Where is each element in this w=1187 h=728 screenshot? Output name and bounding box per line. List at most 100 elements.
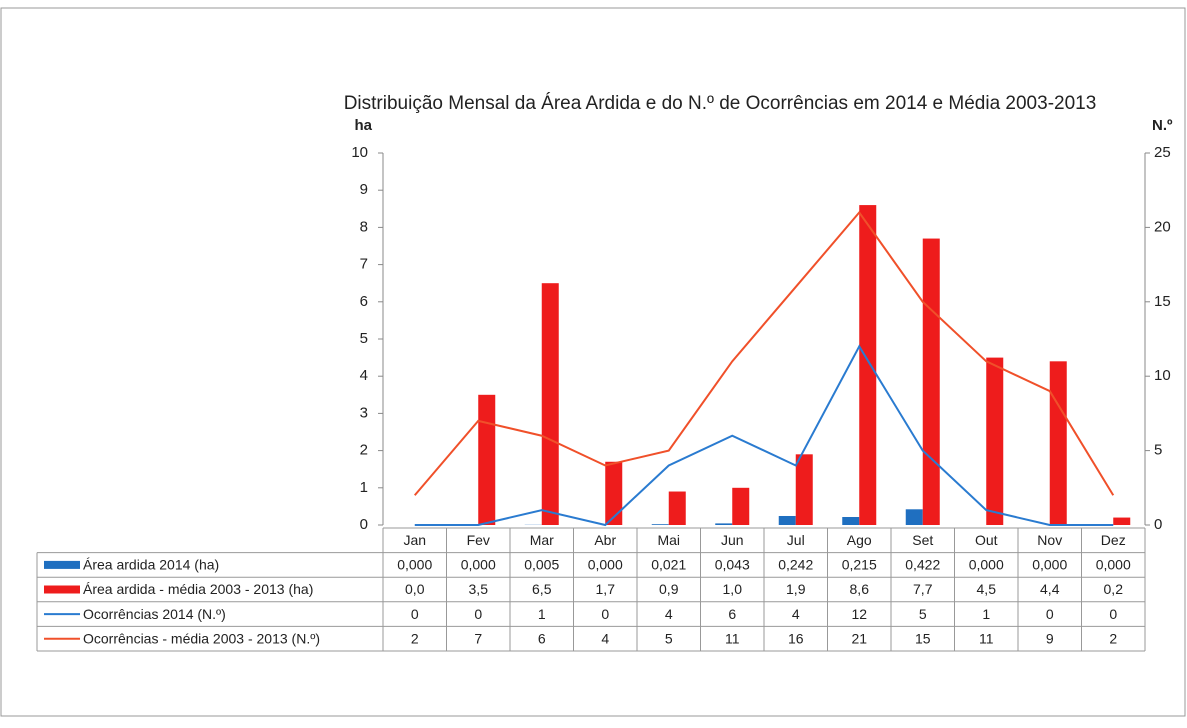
y-tick-label: 10 — [351, 144, 368, 161]
x-tick-label: Set — [912, 532, 933, 548]
x-tick-label: Ago — [847, 532, 872, 548]
table-value: 0 — [601, 606, 609, 622]
line — [414, 344, 1114, 527]
table-value: 2 — [411, 630, 419, 646]
legend-label: Área ardida - média 2003 - 2013 (ha) — [83, 581, 313, 597]
table-value: 16 — [788, 630, 804, 646]
table-value: 6 — [728, 606, 736, 622]
table-value: 0,242 — [778, 557, 813, 573]
table-value: 4 — [792, 606, 800, 622]
legend-key — [44, 585, 80, 594]
table-value: 0 — [411, 606, 419, 622]
table-value: 0,000 — [461, 557, 496, 573]
table-value: 0,2 — [1104, 581, 1124, 597]
table-value: 5 — [665, 630, 673, 646]
table-value: 0,000 — [969, 557, 1004, 573]
legend-label: Área ardida 2014 (ha) — [83, 557, 219, 573]
y2-tick-label: 5 — [1154, 442, 1162, 459]
x-tick-label: Jan — [403, 532, 426, 548]
y-tick-label: 9 — [360, 181, 368, 198]
x-tick-label: Out — [975, 532, 998, 548]
table-value: 7,7 — [913, 581, 933, 597]
y-tick-label: 0 — [360, 516, 368, 533]
table-value: 6 — [538, 630, 546, 646]
chart-title: Distribuição Mensal da Área Ardida e do … — [344, 93, 1097, 114]
table-value: 4 — [601, 630, 609, 646]
y-tick-label: 5 — [360, 330, 368, 347]
table-value: 6,5 — [532, 581, 552, 597]
y2-axis-label: N.º — [1152, 117, 1173, 134]
x-tick-label: Abr — [594, 532, 616, 548]
table-value: 12 — [851, 606, 867, 622]
x-tick-label: Dez — [1101, 532, 1126, 548]
y2-tick-label: 10 — [1154, 367, 1171, 384]
bar — [651, 524, 669, 525]
table-value: 4 — [665, 606, 673, 622]
x-tick-label: Jul — [787, 532, 805, 548]
x-tick-label: Mar — [530, 532, 554, 548]
line — [413, 210, 1115, 496]
y-tick-label: 7 — [360, 256, 368, 273]
table-value: 0,000 — [397, 557, 432, 573]
bar — [541, 283, 559, 525]
x-tick-label: Nov — [1037, 532, 1062, 548]
table-value: 4,4 — [1040, 581, 1060, 597]
bar — [986, 357, 1004, 525]
table-value: 15 — [915, 630, 931, 646]
table-value: 0,9 — [659, 581, 679, 597]
table-value: 1,9 — [786, 581, 806, 597]
y2-tick-label: 15 — [1154, 293, 1171, 310]
table-value: 2 — [1109, 630, 1117, 646]
y-axis-label: ha — [354, 117, 372, 134]
bar — [732, 487, 750, 525]
bar — [859, 205, 877, 525]
table-value: 0,021 — [651, 557, 686, 573]
legend-key — [44, 560, 80, 569]
table-value: 3,5 — [469, 581, 489, 597]
bar — [1049, 361, 1067, 525]
table-value: 21 — [851, 630, 867, 646]
table-value: 1,7 — [596, 581, 616, 597]
table-value: 1 — [538, 606, 546, 622]
x-tick-label: Fev — [467, 532, 490, 548]
y-tick-label: 3 — [360, 404, 368, 421]
table-value: 0,000 — [1096, 557, 1131, 573]
y-tick-label: 8 — [360, 218, 368, 235]
table-value: 0 — [1109, 606, 1117, 622]
bar — [795, 454, 813, 525]
legend-label: Ocorrências - média 2003 - 2013 (N.º) — [83, 630, 320, 646]
bar — [478, 394, 496, 525]
y2-tick-label: 0 — [1154, 516, 1162, 533]
bar — [668, 491, 686, 525]
table-value: 4,5 — [977, 581, 997, 597]
table-value: 11 — [979, 630, 994, 646]
table-value: 0,000 — [1032, 557, 1067, 573]
legend-label: Ocorrências 2014 (N.º) — [83, 606, 226, 622]
table-value: 0,422 — [905, 557, 940, 573]
table-value: 0,005 — [524, 557, 559, 573]
table-value: 1,0 — [723, 581, 743, 597]
table-value: 11 — [725, 630, 740, 646]
y-tick-label: 6 — [360, 293, 368, 310]
table-value: 9 — [1046, 630, 1054, 646]
bar — [905, 509, 923, 525]
table-value: 5 — [919, 606, 927, 622]
table-value: 0 — [1046, 606, 1054, 622]
bar — [1113, 517, 1131, 525]
y2-tick-label: 25 — [1154, 144, 1171, 161]
bar — [778, 515, 796, 525]
table-value: 0,043 — [715, 557, 750, 573]
frame — [0, 7, 1186, 717]
bar — [715, 523, 733, 525]
y-tick-label: 4 — [360, 367, 368, 384]
table-value: 1 — [982, 606, 990, 622]
x-tick-label: Mai — [657, 532, 680, 548]
table-value: 8,6 — [850, 581, 870, 597]
y-tick-label: 2 — [360, 442, 368, 459]
bar — [842, 517, 860, 525]
bar — [922, 238, 940, 525]
x-tick-label: Jun — [721, 532, 744, 548]
y2-tick-label: 20 — [1154, 218, 1171, 235]
table-value: 7 — [474, 630, 482, 646]
